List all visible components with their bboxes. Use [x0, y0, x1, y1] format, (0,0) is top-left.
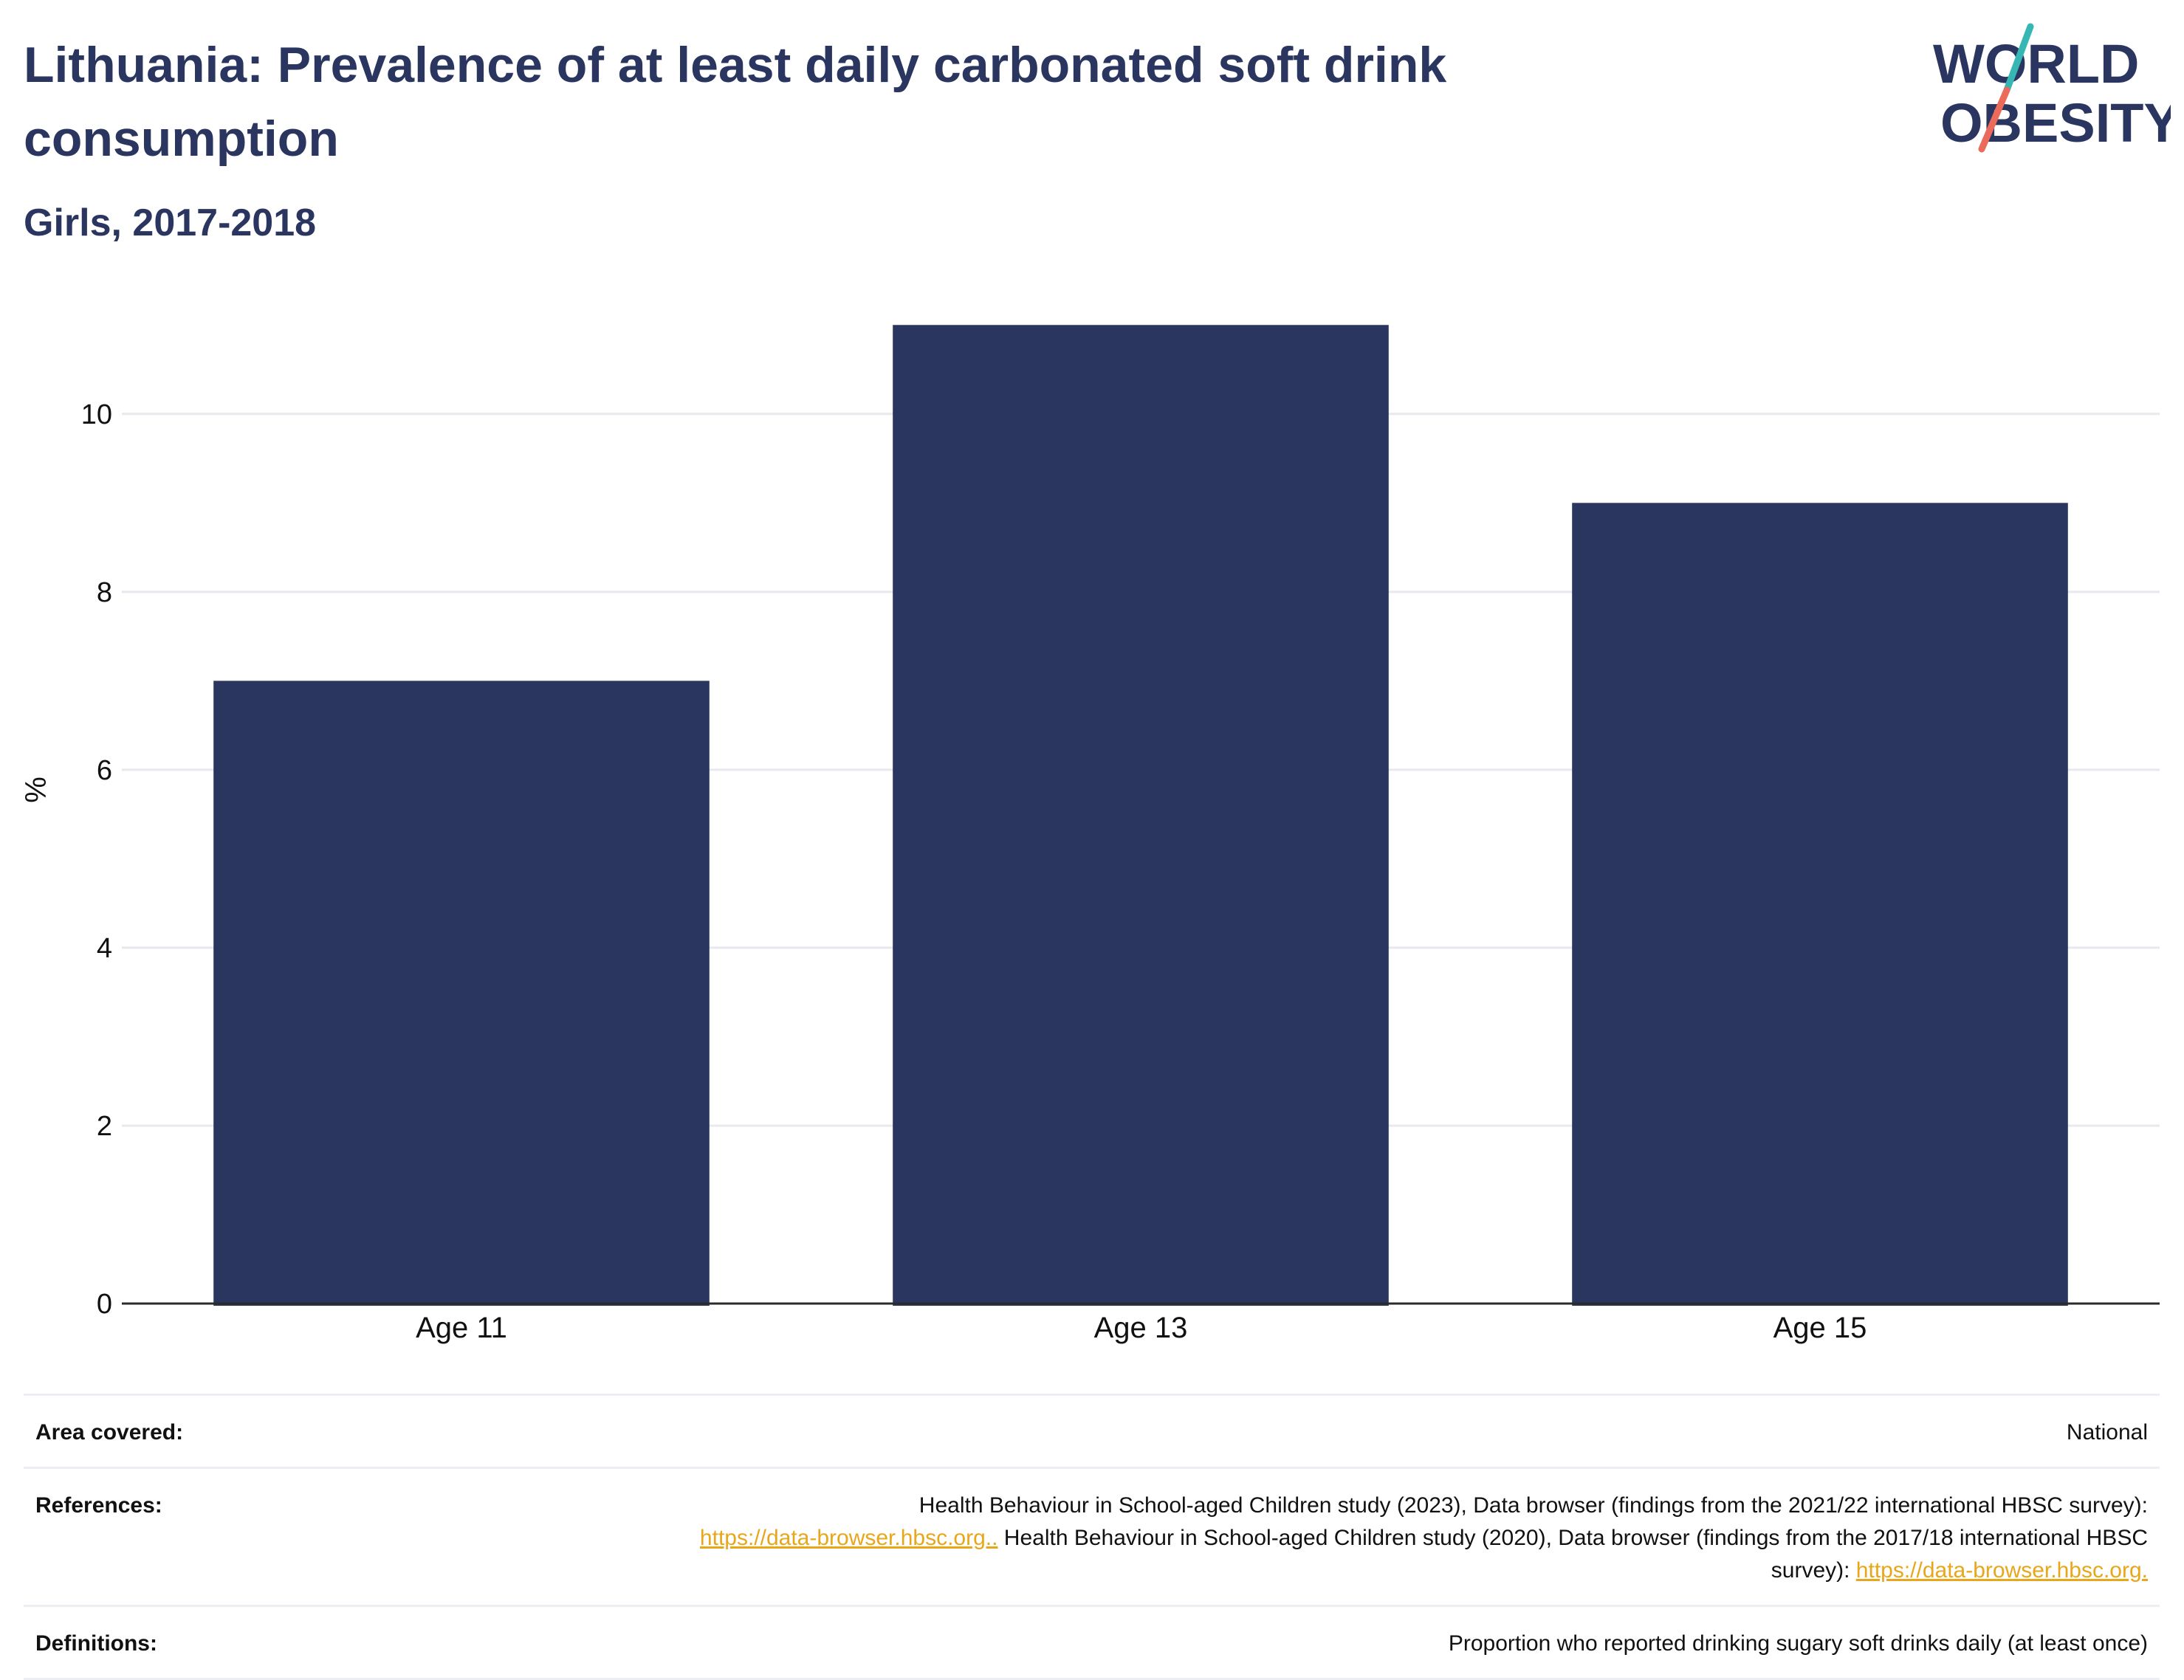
x-tick-label: Age 15 [1773, 1312, 1867, 1344]
definitions-value: Proportion who reported drinking sugary … [1448, 1631, 2148, 1656]
references-value: Health Behaviour in School-aged Children… [671, 1490, 2148, 1587]
reference-link-1[interactable]: https://data-browser.hbsc.org.. [699, 1526, 998, 1550]
references-label: References: [35, 1493, 162, 1518]
bar-age-13 [893, 325, 1389, 1306]
y-tick-labels: 0 2 4 6 8 10 [81, 399, 112, 1320]
bar-chart: 0 2 4 6 8 10 Age 11 Age 13 Age 15 % [20, 325, 2160, 1344]
area-covered-row: Area covered: National [24, 1394, 2160, 1467]
y-tick-label: 4 [97, 933, 112, 964]
x-tick-labels: Age 11 Age 13 Age 15 [416, 1312, 1867, 1344]
reference-text-2: Health Behaviour in School-aged Children… [997, 1526, 2148, 1583]
logo-word-obesity: OBESITY [1940, 92, 2171, 154]
definitions-row: Definitions: Proportion who reported dri… [24, 1605, 2160, 1680]
reference-link-2[interactable]: https://data-browser.hbsc.org. [1855, 1558, 2148, 1583]
chart-title: Lithuania: Prevalence of at least daily … [24, 37, 1447, 167]
definitions-label: Definitions: [35, 1631, 157, 1656]
y-axis-title: % [20, 777, 52, 803]
y-tick-label: 2 [97, 1111, 112, 1142]
y-tick-label: 8 [97, 577, 112, 608]
y-tick-label: 10 [81, 399, 112, 430]
bar-age-11 [213, 681, 710, 1306]
bars [213, 325, 2068, 1306]
chart-subtitle: Girls, 2017-2018 [24, 202, 317, 244]
bar-age-15 [1572, 503, 2068, 1306]
area-covered-value: National [2066, 1420, 2148, 1445]
logo-teal-slash [2003, 23, 2034, 94]
x-tick-label: Age 13 [1094, 1312, 1188, 1344]
world-obesity-logo: WORLD OBESITY [1933, 23, 2171, 154]
info-table: Area covered: National References: Healt… [24, 1394, 2160, 1680]
x-tick-label: Age 11 [416, 1312, 507, 1344]
y-tick-label: 0 [97, 1289, 112, 1320]
references-row: References: Health Behaviour in School-a… [24, 1467, 2160, 1605]
reference-text-1: Health Behaviour in School-aged Children… [918, 1493, 2148, 1518]
logo-word-world: WORLD [1933, 33, 2140, 94]
logo-coral-slash [1978, 86, 2010, 153]
area-covered-label: Area covered: [35, 1420, 184, 1445]
y-tick-label: 6 [97, 755, 112, 786]
